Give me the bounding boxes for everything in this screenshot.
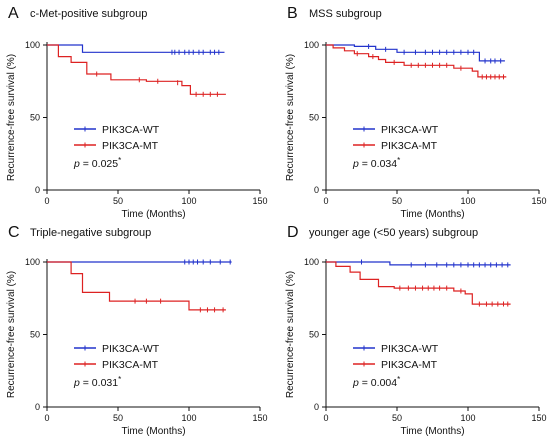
- p-symbol: p: [352, 377, 359, 389]
- significance-star: *: [397, 156, 400, 165]
- y-tick-label: 100: [25, 40, 40, 50]
- y-tick-label: 50: [30, 330, 40, 340]
- panel-b: B MSS subgroup 0 50 100 150 0 50 100 Time (Months…: [285, 5, 547, 220]
- x-tick-label: 50: [392, 196, 402, 206]
- y-tick-label: 50: [309, 113, 319, 123]
- y-axis-label: Recurrence-free survival (%): [285, 271, 296, 398]
- x-axis-label: Time (Months): [400, 426, 464, 437]
- significance-star: *: [118, 156, 121, 165]
- y-tick-label: 0: [35, 185, 40, 195]
- p-value: = 0.025: [80, 158, 118, 170]
- panel-letter: B: [287, 5, 298, 22]
- legend-label: PIK3CA-MT: [102, 140, 159, 152]
- legend-label: PIK3CA-WT: [102, 124, 160, 136]
- x-tick-label: 150: [531, 413, 546, 423]
- p-symbol: p: [73, 158, 80, 170]
- legend-label: PIK3CA-WT: [102, 343, 160, 355]
- x-tick-label: 0: [44, 196, 49, 206]
- x-tick-label: 150: [531, 196, 546, 206]
- panel-title: MSS subgroup: [309, 8, 382, 20]
- panel-title: c-Met-positive subgroup: [30, 8, 147, 20]
- x-axis-label: Time (Months): [121, 209, 185, 220]
- x-tick-label: 150: [252, 196, 267, 206]
- x-tick-label: 150: [252, 413, 267, 423]
- p-value-annotation: p = 0.025*: [73, 156, 121, 170]
- x-tick-label: 0: [44, 413, 49, 423]
- p-value: = 0.031: [80, 377, 118, 389]
- km-curve-pik3ca-mt: [47, 44, 226, 95]
- significance-star: *: [118, 375, 121, 384]
- y-axis-label: Recurrence-free survival (%): [285, 54, 296, 181]
- p-symbol: p: [73, 377, 80, 389]
- p-value: = 0.004: [359, 377, 397, 389]
- panel-letter: C: [8, 224, 20, 241]
- km-curve-pik3ca-mt: [326, 261, 511, 305]
- legend-label: PIK3CA-MT: [381, 140, 438, 152]
- panel-letter: D: [287, 224, 299, 241]
- y-tick-label: 50: [309, 330, 319, 340]
- p-value-annotation: p = 0.004*: [352, 375, 400, 389]
- y-tick-label: 100: [25, 257, 40, 267]
- x-axis-label: Time (Months): [121, 426, 185, 437]
- km-curve-pik3ca-mt: [47, 261, 226, 311]
- panel-title: younger age (<50 years) subgroup: [309, 227, 478, 239]
- y-tick-label: 0: [314, 185, 319, 195]
- x-tick-label: 0: [323, 196, 328, 206]
- y-tick-label: 0: [35, 402, 40, 412]
- panel-letter: A: [8, 5, 19, 22]
- y-tick-label: 50: [30, 113, 40, 123]
- x-tick-label: 100: [460, 196, 475, 206]
- x-tick-label: 50: [113, 196, 123, 206]
- legend-label: PIK3CA-MT: [102, 359, 159, 371]
- panel-title: Triple-negative subgroup: [30, 227, 151, 239]
- x-tick-label: 50: [113, 413, 123, 423]
- x-tick-label: 100: [460, 413, 475, 423]
- y-axis-label: Recurrence-free survival (%): [6, 54, 17, 181]
- y-tick-label: 100: [304, 257, 319, 267]
- x-tick-label: 0: [323, 413, 328, 423]
- p-value-annotation: p = 0.034*: [352, 156, 400, 170]
- significance-star: *: [397, 375, 400, 384]
- legend-label: PIK3CA-WT: [381, 124, 439, 136]
- x-tick-label: 50: [392, 413, 402, 423]
- km-curve-pik3ca-wt: [326, 261, 511, 266]
- legend-label: PIK3CA-MT: [381, 359, 438, 371]
- km-curve-pik3ca-mt: [326, 44, 507, 78]
- y-tick-label: 0: [314, 402, 319, 412]
- x-tick-label: 100: [181, 196, 196, 206]
- y-axis-label: Recurrence-free survival (%): [6, 271, 17, 398]
- panel-c: C Triple-negative subgroup 0 50 100 150 0 50 100…: [6, 224, 268, 437]
- km-curve-pik3ca-wt: [47, 44, 225, 53]
- km-curve-pik3ca-wt: [326, 44, 505, 62]
- p-symbol: p: [352, 158, 359, 170]
- x-axis-label: Time (Months): [400, 209, 464, 220]
- p-value: = 0.034: [359, 158, 397, 170]
- x-tick-label: 100: [181, 413, 196, 423]
- y-tick-label: 100: [304, 40, 319, 50]
- legend-label: PIK3CA-WT: [381, 343, 439, 355]
- p-value-annotation: p = 0.031*: [73, 375, 121, 389]
